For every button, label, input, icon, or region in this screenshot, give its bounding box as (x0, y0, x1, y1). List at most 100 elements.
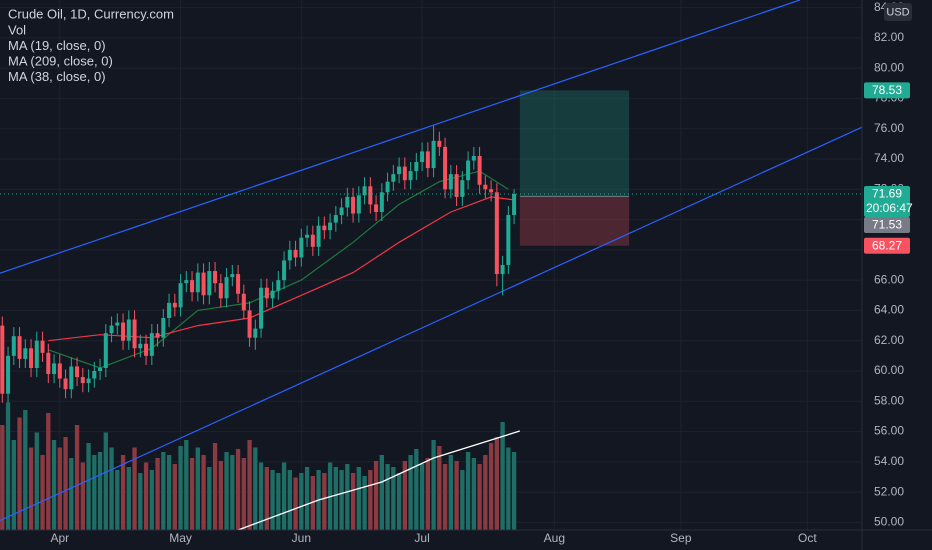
stop-loss-zone (519, 196, 630, 246)
volume-bar (253, 447, 258, 530)
candle-body (161, 318, 166, 338)
volume-bar (333, 467, 338, 530)
candle-body (328, 222, 333, 231)
candle-body (230, 274, 235, 278)
candle-body (287, 249, 292, 261)
candle-body (299, 237, 304, 258)
candle-body (23, 348, 28, 359)
volume-bar (92, 455, 97, 530)
candle-body (155, 333, 160, 338)
volume-bar (299, 473, 304, 530)
y-tick-label: 62.00 (874, 333, 904, 347)
volume-bar (368, 470, 373, 530)
volume-bar (28, 447, 34, 530)
candle-body (460, 180, 465, 197)
volume-bar (57, 447, 62, 530)
x-tick-label: Apr (50, 531, 69, 545)
volume-bar (293, 477, 298, 530)
volume-bar (132, 447, 137, 530)
volume-bar (5, 402, 11, 530)
currency[interactable]: USD (886, 6, 909, 18)
grid (0, 0, 862, 530)
x-tick-label: Jul (414, 531, 429, 545)
volume-bar (304, 467, 310, 530)
take-profit-zone (519, 90, 630, 197)
candle-body (282, 260, 287, 281)
volume-bar (258, 462, 264, 530)
volume-bar (40, 455, 45, 530)
volume-bar (86, 443, 91, 530)
y-tick-label: 52.00 (874, 484, 904, 498)
volume-bar (270, 470, 275, 530)
candle-body (11, 336, 16, 356)
volume-bar (425, 458, 430, 530)
candle-body (40, 340, 45, 353)
candle-body (420, 151, 425, 163)
candle-body (506, 215, 511, 265)
candle-body (69, 366, 74, 390)
entry-price-label-bg (864, 216, 910, 233)
candle-body (86, 378, 91, 384)
candle-body (184, 280, 189, 284)
x-tick-label: Sep (670, 531, 692, 545)
candle-body (103, 333, 108, 368)
volume-bar (224, 452, 229, 530)
candle-body (167, 302, 172, 318)
candle-body (374, 204, 379, 212)
x-tick-label: Jun (292, 531, 311, 545)
currency-badge[interactable] (884, 3, 912, 21)
candle-body (190, 280, 195, 293)
volume-bar (385, 464, 390, 530)
candle-body (471, 155, 476, 161)
candle-body (425, 151, 430, 169)
volume-bar (218, 461, 223, 530)
countdown-label: 20:06:47 (866, 201, 913, 215)
candle-body (333, 215, 338, 223)
candle-body (264, 287, 269, 299)
candle-body (477, 155, 482, 185)
candle-body (247, 310, 252, 338)
candle-body (253, 328, 258, 338)
volume-bar (143, 462, 149, 530)
candle-body (98, 367, 103, 371)
candle-body (276, 280, 281, 291)
volume-bar (339, 470, 344, 530)
volume-ma (237, 430, 520, 530)
volume-bar (281, 462, 287, 530)
volume-bar (322, 473, 327, 530)
candle-body (259, 287, 264, 329)
volume-bar (230, 455, 235, 530)
candle-body (213, 271, 218, 284)
y-tick-label: 82.00 (874, 30, 904, 44)
volume-bar (69, 458, 74, 530)
y-tick-label: 58.00 (874, 393, 904, 407)
volume-bar (350, 473, 356, 530)
legend-entry: Vol (8, 22, 26, 37)
volume-bar (419, 464, 425, 530)
candle-body (270, 290, 275, 299)
volume-bar (500, 422, 505, 530)
y-tick-label: 60.00 (874, 363, 904, 377)
candle-body (391, 174, 396, 182)
candle-body (431, 140, 436, 169)
volume-bar (460, 470, 465, 530)
volume-bar (345, 464, 350, 530)
candle-body (368, 186, 373, 205)
volume-bar (310, 476, 315, 530)
legend-title: Crude Oil, 1D, Currency.com (8, 6, 174, 21)
candle-body (494, 192, 499, 275)
candle-body (149, 333, 154, 356)
volume-bar (264, 467, 269, 530)
candle-body (448, 174, 453, 190)
x-tick-label: Oct (798, 531, 817, 545)
candle-body (483, 184, 488, 190)
candle-body (489, 189, 494, 193)
candle-body (305, 234, 310, 238)
candle-body (466, 160, 471, 181)
volume-bar (172, 464, 177, 530)
volume-bar (126, 467, 131, 530)
candle-body (34, 340, 39, 368)
candle-body (29, 348, 34, 368)
candle-body (316, 225, 321, 247)
entry-price-label: 71.53 (872, 218, 902, 232)
